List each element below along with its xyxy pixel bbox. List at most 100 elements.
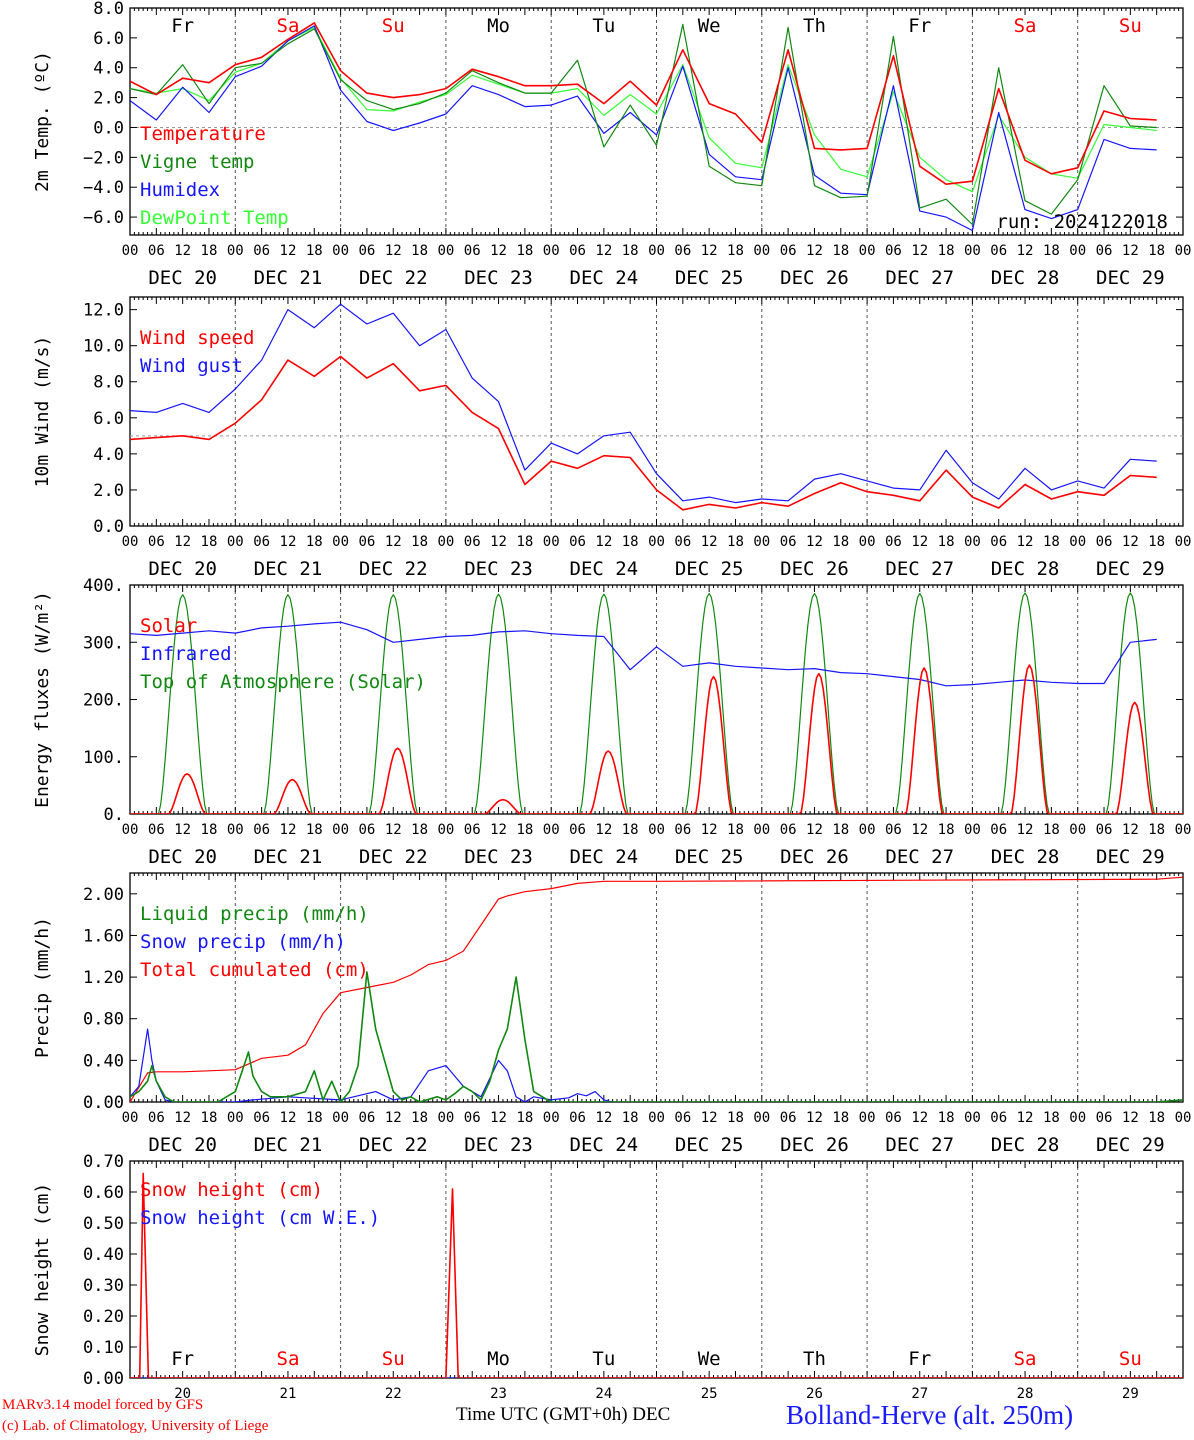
legend-entry: Solar [140, 615, 197, 637]
series-group [130, 303, 1157, 511]
x-day-number: 21 [280, 1386, 297, 1402]
x-date-label: DEC 25 [675, 267, 744, 289]
weekday-label: Fr [171, 1348, 194, 1370]
x-hour-label: 00 [1175, 822, 1192, 838]
x-hour-label: 12 [174, 243, 191, 259]
weekday-label: Tu [592, 1348, 615, 1370]
series-line-infrared [130, 621, 1157, 687]
x-hour-label: 12 [280, 1110, 297, 1126]
legend-entry: Snow height (cm W.E.) [140, 1207, 380, 1229]
x-hour-label: 12 [1122, 243, 1139, 259]
x-hour-label: 06 [1096, 534, 1113, 550]
y-tick-label: 0. [104, 805, 124, 825]
x-hour-label: 12 [806, 534, 823, 550]
x-hour-label: 18 [832, 822, 849, 838]
x-hour-label: 18 [516, 1110, 533, 1126]
x-hour-label: 12 [1017, 822, 1034, 838]
x-hour-label: 06 [990, 243, 1007, 259]
chart-panel-energy: 0. 100. 200. 300. 400. Energy fluxes (W/m²) 00… [32, 576, 1191, 868]
x-hour-label: 12 [701, 1110, 718, 1126]
x-date-label: DEC 25 [675, 1134, 744, 1156]
x-hour-label: 12 [1017, 1110, 1034, 1126]
series-line-total-cumulated-cm- [130, 876, 1183, 1102]
x-hour-label: 12 [806, 243, 823, 259]
x-day-number: 26 [806, 1386, 823, 1402]
x-hour-label: 06 [885, 822, 902, 838]
y-tick-label: 0.10 [83, 1338, 124, 1358]
x-date-label: DEC 29 [1096, 1134, 1165, 1156]
x-hour-label: 12 [1122, 822, 1139, 838]
x-hour-label: 00 [964, 534, 981, 550]
x-hour-label: 00 [332, 534, 349, 550]
x-hour-label: 00 [648, 1110, 665, 1126]
x-hour-label: 12 [911, 822, 928, 838]
legend-entry: Wind gust [140, 355, 243, 377]
x-hour-label: 06 [569, 822, 586, 838]
x-hour-label: 18 [727, 243, 744, 259]
x-hour-label: 18 [727, 822, 744, 838]
x-hour-label: 18 [1148, 1110, 1165, 1126]
y-tick-label: 8.0 [93, 373, 124, 393]
x-hour-label: 06 [148, 243, 165, 259]
x-axis-month-label: DEC [632, 1404, 671, 1425]
x-hour-label: 18 [411, 822, 428, 838]
x-hour-label: 00 [859, 822, 876, 838]
x-hour-label: 06 [358, 822, 375, 838]
x-hour-label: 00 [753, 822, 770, 838]
x-date-label: DEC 20 [148, 846, 217, 868]
x-date-label: DEC 23 [464, 267, 533, 289]
x-date-label: DEC 20 [148, 267, 217, 289]
x-date-label: DEC 22 [359, 267, 428, 289]
x-date-label: DEC 29 [1096, 267, 1165, 289]
x-hour-label: 06 [990, 1110, 1007, 1126]
series-line-wind-speed [130, 355, 1157, 511]
station-name: Bolland-Herve (alt. 250m) [786, 1400, 1074, 1430]
x-hour-label: 00 [648, 822, 665, 838]
y-tick-label: 0.80 [83, 1010, 124, 1030]
x-hour-label: 00 [122, 534, 139, 550]
x-date-label: DEC 20 [148, 558, 217, 580]
x-hour-label: 18 [411, 534, 428, 550]
weekday-label: Mo [487, 1348, 510, 1370]
series-line-solar [130, 664, 1183, 814]
x-day-number: 28 [1017, 1386, 1034, 1402]
x-hour-label: 12 [701, 243, 718, 259]
y-tick-label: 0.00 [83, 1093, 124, 1113]
weekday-label: Su [1119, 1348, 1142, 1370]
x-hour-label: 06 [780, 1110, 797, 1126]
x-hour-label: 06 [569, 243, 586, 259]
y-axis-label: Precip (mm/h) [32, 917, 53, 1058]
x-hour-label: 12 [1122, 534, 1139, 550]
x-day-number: 23 [490, 1386, 507, 1402]
x-hour-label: 00 [1175, 534, 1192, 550]
legend-entry: Humidex [140, 179, 220, 201]
x-hour-label: 00 [964, 822, 981, 838]
x-hour-label: 06 [1096, 243, 1113, 259]
y-tick-label: 0.20 [83, 1307, 124, 1327]
x-hour-label: 18 [832, 534, 849, 550]
x-hour-label: 18 [201, 822, 218, 838]
x-date-label: DEC 21 [254, 267, 323, 289]
legend-entry: Wind speed [140, 327, 254, 349]
x-hour-label: 12 [174, 1110, 191, 1126]
y-tick-label: 4.0 [93, 445, 124, 465]
x-hour-label: 12 [490, 1110, 507, 1126]
y-tick-label: 1.60 [83, 926, 124, 946]
y-tick-label: −4.0 [83, 178, 124, 198]
x-hour-label: 06 [253, 822, 270, 838]
x-date-label: DEC 24 [570, 1134, 639, 1156]
x-hour-label: 12 [1017, 534, 1034, 550]
x-hour-label: 06 [674, 1110, 691, 1126]
x-hour-label: 18 [201, 534, 218, 550]
x-hour-label: 00 [1175, 1110, 1192, 1126]
weekday-label: Fr [908, 1348, 931, 1370]
x-date-label: DEC 24 [570, 267, 639, 289]
x-hour-label: 00 [753, 1110, 770, 1126]
x-hour-label: 18 [622, 822, 639, 838]
legend-entry: Total cumulated (cm) [140, 959, 369, 981]
x-hour-label: 18 [306, 243, 323, 259]
y-tick-label: 0.50 [83, 1214, 124, 1234]
x-axis-time-label: Time UTC (GMT+0h) [456, 1404, 628, 1425]
weekday-label: Sa [277, 15, 300, 37]
x-hour-label: 12 [806, 1110, 823, 1126]
